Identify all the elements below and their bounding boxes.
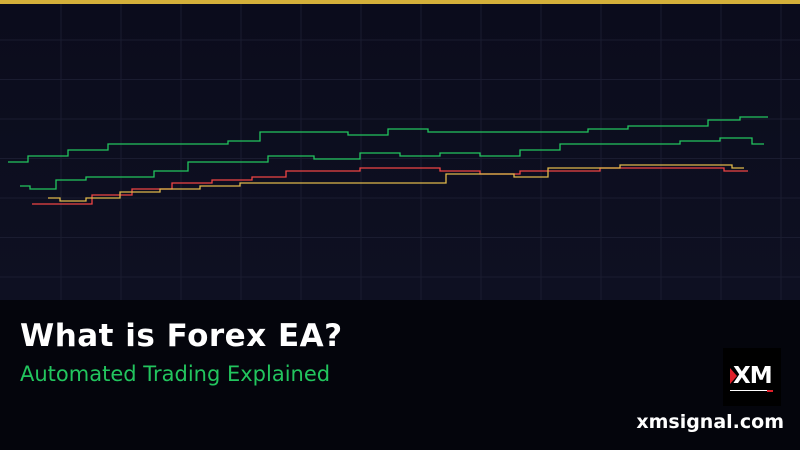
accent-bar	[0, 0, 800, 4]
chart-svg	[0, 4, 800, 300]
series-line-4	[48, 164, 744, 202]
site-url: xmsignal.com	[636, 411, 784, 433]
logo-text: XM	[733, 363, 773, 389]
logo-underline	[730, 390, 770, 391]
title-panel	[0, 300, 800, 450]
logo-underline-accent	[767, 390, 773, 392]
xm-logo: XM	[723, 348, 781, 406]
series-line-1	[8, 116, 768, 163]
series-line-2	[20, 137, 764, 190]
series-line-3	[32, 167, 748, 205]
logo-triangle-icon	[730, 368, 737, 384]
line-chart	[0, 4, 800, 300]
page-title: What is Forex EA?	[20, 318, 343, 354]
page-subtitle: Automated Trading Explained	[20, 362, 331, 386]
